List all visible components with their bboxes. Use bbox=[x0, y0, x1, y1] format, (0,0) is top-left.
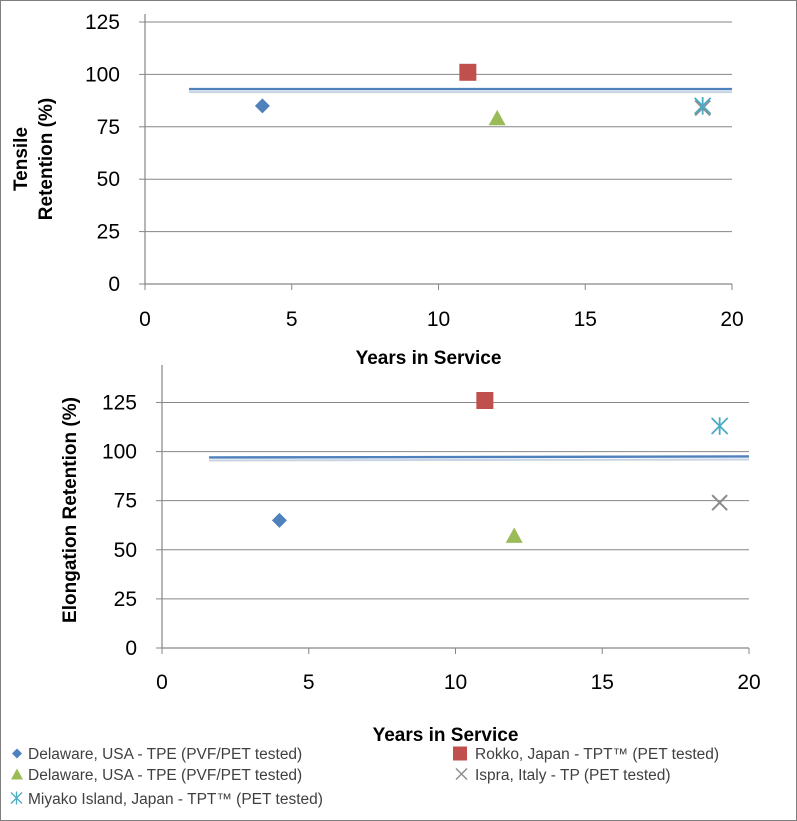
y-axis-title: Retention (%) bbox=[36, 98, 57, 220]
y-tick-label: 0 bbox=[108, 273, 120, 296]
x-tick-label: 0 bbox=[139, 308, 151, 331]
data-point-x bbox=[711, 494, 728, 511]
legend-label: Delaware, USA - TPE (PVF/PET tested) bbox=[28, 746, 302, 763]
legend-label: Ispra, Italy - TP (PET tested) bbox=[475, 767, 671, 784]
legend-asterisk-icon bbox=[10, 791, 23, 805]
chart-1: 0 25 50 75 100 125 0 5 10 15 20 Years in Service Ten… bbox=[11, 11, 744, 369]
legend-label: Delaware, USA - TPE (PVF/PET tested) bbox=[28, 767, 302, 784]
legend: Delaware, USA - TPE (PVF/PET tested) Rokk… bbox=[10, 746, 719, 808]
legend-item: Delaware, USA - TPE (PVF/PET tested) bbox=[12, 746, 302, 763]
legend-item: Ispra, Italy - TP (PET tested) bbox=[455, 767, 671, 784]
y-tick-label: 25 bbox=[114, 588, 137, 611]
data-point-diamond bbox=[254, 98, 270, 114]
y-tick-label: 75 bbox=[97, 116, 120, 139]
legend-square-icon bbox=[453, 746, 467, 761]
data-point-star bbox=[711, 417, 729, 435]
x-axis-title: Years in Service bbox=[356, 348, 502, 369]
data-point-square bbox=[459, 63, 477, 81]
y-tick-label: 25 bbox=[97, 221, 120, 244]
reference-line-shadow bbox=[208, 458, 750, 462]
y-tick-label: 100 bbox=[85, 63, 120, 86]
chart-2: 0 25 50 75 100 125 0 5 10 15 20 Years in Service Elo… bbox=[60, 365, 761, 746]
legend-item: Miyako Island, Japan - TPT™ (PET tested) bbox=[10, 791, 323, 808]
data-point-diamond bbox=[271, 512, 287, 528]
legend-item: Rokko, Japan - TPT™ (PET tested) bbox=[453, 746, 719, 763]
y-tick-label: 100 bbox=[102, 441, 137, 464]
x-tick-label: 10 bbox=[444, 671, 467, 694]
y-axis-title: Elongation Retention (%) bbox=[60, 397, 81, 623]
legend-item: Delaware, USA - TPE (PVF/PET tested) bbox=[11, 767, 302, 784]
data-point-square bbox=[476, 392, 494, 409]
x-tick-label: 20 bbox=[720, 308, 743, 331]
x-tick-label: 5 bbox=[303, 671, 315, 694]
x-tick-label: 15 bbox=[591, 671, 614, 694]
y-tick-label: 50 bbox=[97, 168, 120, 191]
data-point-star bbox=[694, 97, 712, 115]
x-tick-label: 5 bbox=[286, 308, 298, 331]
y-tick-label: 125 bbox=[85, 11, 120, 34]
legend-x-icon bbox=[455, 768, 468, 780]
x-tick-label: 15 bbox=[574, 308, 597, 331]
data-point-triangle bbox=[505, 527, 523, 543]
x-tick-label: 0 bbox=[156, 671, 168, 694]
y-tick-label: 125 bbox=[102, 391, 137, 414]
x-axis-title: Years in Service bbox=[373, 725, 519, 746]
reference-line bbox=[208, 455, 750, 459]
x-tick-label: 10 bbox=[427, 308, 450, 331]
marker-stroke bbox=[711, 494, 728, 511]
legend-label: Rokko, Japan - TPT™ (PET tested) bbox=[475, 746, 719, 763]
legend-label: Miyako Island, Japan - TPT™ (PET tested) bbox=[28, 791, 323, 808]
y-tick-label: 50 bbox=[114, 539, 137, 562]
y-tick-label: 0 bbox=[125, 637, 137, 660]
data-point-triangle bbox=[488, 109, 506, 126]
marker-stroke bbox=[455, 768, 468, 780]
legend-triangle-icon bbox=[11, 768, 23, 780]
legend-diamond-icon bbox=[12, 748, 22, 759]
y-axis-title: Tensile bbox=[11, 127, 32, 191]
x-tick-label: 20 bbox=[737, 671, 760, 694]
y-tick-label: 75 bbox=[114, 490, 137, 513]
